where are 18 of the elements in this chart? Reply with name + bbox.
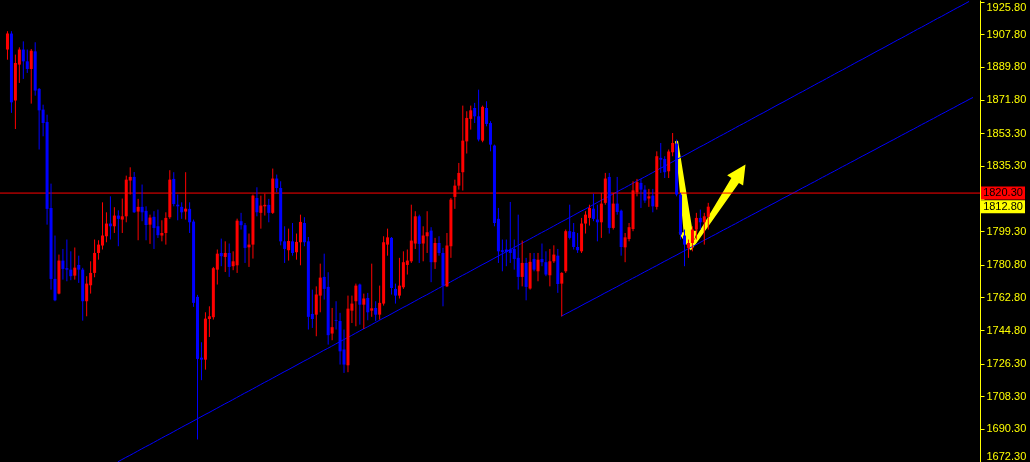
y-tick-label: 1889.80: [986, 60, 1027, 73]
ref-line-label: 1820.30: [983, 186, 1023, 199]
y-tick-label: 1853.30: [986, 126, 1027, 139]
y-tick-label: 1871.80: [986, 93, 1027, 106]
y-tick-label: 1726.30: [986, 357, 1027, 370]
y-tick-label: 1799.30: [986, 224, 1027, 237]
y-tick-label: 1708.30: [986, 389, 1027, 402]
line-series: [117, 0, 970, 462]
y-tick-label: 1907.80: [986, 27, 1027, 40]
y-tick-label: 1672.30: [986, 450, 1027, 462]
y-tick-label: 1744.80: [986, 323, 1027, 336]
line-series: [560, 96, 974, 317]
y-tick-label: 1690.30: [986, 422, 1027, 435]
text: 1812.80: [983, 199, 1023, 212]
y-tick-label: 1925.80: [986, 1, 1027, 14]
y-tick-label: 1780.80: [986, 258, 1027, 271]
y-tick-label: 1762.80: [986, 290, 1027, 303]
y-tick-label: 1835.30: [986, 159, 1027, 172]
